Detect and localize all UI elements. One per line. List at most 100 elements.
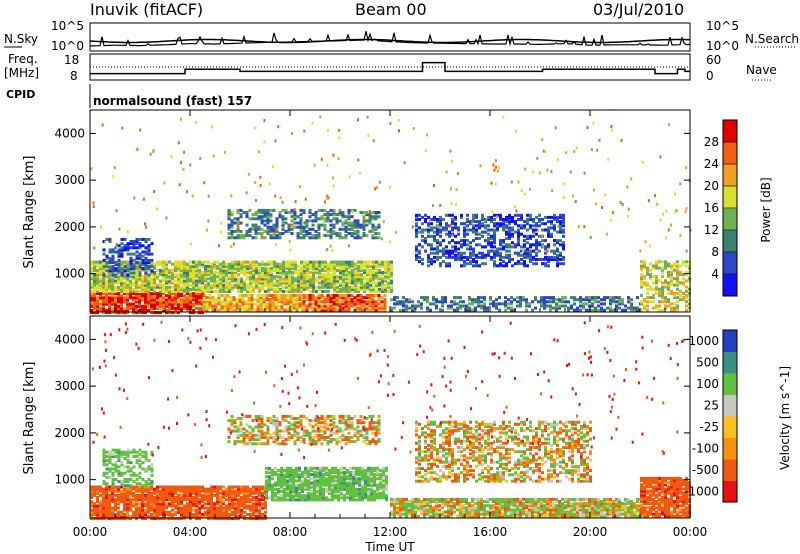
data-cell xyxy=(102,275,105,279)
data-cell xyxy=(135,294,138,298)
data-cell xyxy=(259,183,262,187)
data-cell xyxy=(228,504,231,508)
data-cell xyxy=(258,281,261,285)
data-cell xyxy=(195,489,198,493)
data-cell xyxy=(132,267,136,271)
data-cell xyxy=(138,493,141,497)
data-cell xyxy=(396,296,399,300)
data-cell xyxy=(357,285,360,289)
data-cell xyxy=(265,479,268,483)
data-cell xyxy=(466,255,469,259)
data-cell xyxy=(309,277,312,281)
data-cell xyxy=(511,215,514,219)
data-cell xyxy=(255,504,258,508)
data-cell xyxy=(390,262,393,266)
data-cell xyxy=(390,306,393,310)
data-cell xyxy=(383,304,387,308)
data-cell xyxy=(609,308,612,312)
data-cell xyxy=(265,487,268,491)
data-cell xyxy=(383,294,387,297)
data-cell xyxy=(219,510,222,514)
data-cell xyxy=(295,473,298,477)
data-cell xyxy=(344,308,348,312)
data-cell xyxy=(643,306,646,310)
data-cell xyxy=(649,273,652,276)
data-cell xyxy=(326,308,330,312)
data-cell xyxy=(235,304,239,308)
data-cell xyxy=(255,260,258,264)
data-cell xyxy=(280,477,283,481)
data-cell xyxy=(303,287,306,291)
data-cell xyxy=(526,222,529,226)
data-cell xyxy=(350,232,354,235)
data-cell xyxy=(430,262,433,266)
data-cell xyxy=(288,290,291,293)
data-cell xyxy=(591,298,594,302)
data-cell xyxy=(289,294,293,297)
data-cell xyxy=(508,255,511,259)
data-cell xyxy=(353,232,357,235)
data-cell xyxy=(267,283,270,287)
data-cell xyxy=(138,506,141,510)
data-cell xyxy=(201,277,204,281)
data-cell xyxy=(399,308,402,312)
data-cell xyxy=(285,271,288,275)
data-cell xyxy=(138,487,141,491)
data-cell xyxy=(96,300,99,304)
data-cell xyxy=(186,496,189,499)
data-cell xyxy=(439,230,442,234)
data-cell xyxy=(90,273,93,277)
data-cell xyxy=(156,502,159,506)
data-cell xyxy=(305,304,309,308)
data-cell xyxy=(237,498,240,502)
data-cell xyxy=(535,247,538,251)
data-cell xyxy=(604,193,607,197)
data-cell xyxy=(322,233,325,237)
data-cell xyxy=(231,489,234,493)
data-cell xyxy=(603,302,606,306)
data-cell xyxy=(277,468,280,472)
data-cell xyxy=(268,471,271,474)
data-cell xyxy=(335,234,339,238)
data-cell xyxy=(150,500,153,504)
data-cell xyxy=(405,308,408,312)
data-cell xyxy=(195,298,198,302)
data-cell xyxy=(295,471,298,474)
data-cell xyxy=(507,306,510,310)
data-cell xyxy=(350,300,354,304)
data-cell xyxy=(211,308,215,312)
data-cell xyxy=(245,234,249,238)
data-cell xyxy=(279,266,282,270)
data-cell xyxy=(276,285,279,289)
data-cell xyxy=(105,491,108,495)
data-cell xyxy=(601,206,603,209)
data-cell xyxy=(526,253,529,257)
data-cell xyxy=(540,296,543,300)
nsky-label: N.Sky xyxy=(4,32,38,46)
data-cell xyxy=(252,508,255,512)
data-cell xyxy=(438,300,441,304)
data-cell xyxy=(609,300,612,304)
data-cell xyxy=(350,227,354,231)
data-cell xyxy=(658,289,661,293)
data-cell xyxy=(661,270,664,274)
data-cell xyxy=(246,285,249,289)
data-cell xyxy=(276,283,279,287)
data-cell xyxy=(283,496,286,500)
data-cell xyxy=(90,491,93,495)
data-cell xyxy=(165,485,168,489)
data-cell xyxy=(559,215,562,219)
data-cell xyxy=(123,504,126,508)
data-cell xyxy=(207,517,210,521)
data-cell xyxy=(174,266,177,270)
data-cell xyxy=(159,493,162,497)
data-cell xyxy=(238,300,242,304)
data-cell xyxy=(439,264,442,268)
data-cell xyxy=(264,290,267,293)
data-cell xyxy=(147,285,150,289)
data-cell xyxy=(377,302,381,306)
data-cell xyxy=(219,281,222,285)
data-cell xyxy=(141,496,144,499)
data-cell xyxy=(544,247,547,251)
data-cell xyxy=(183,283,186,287)
